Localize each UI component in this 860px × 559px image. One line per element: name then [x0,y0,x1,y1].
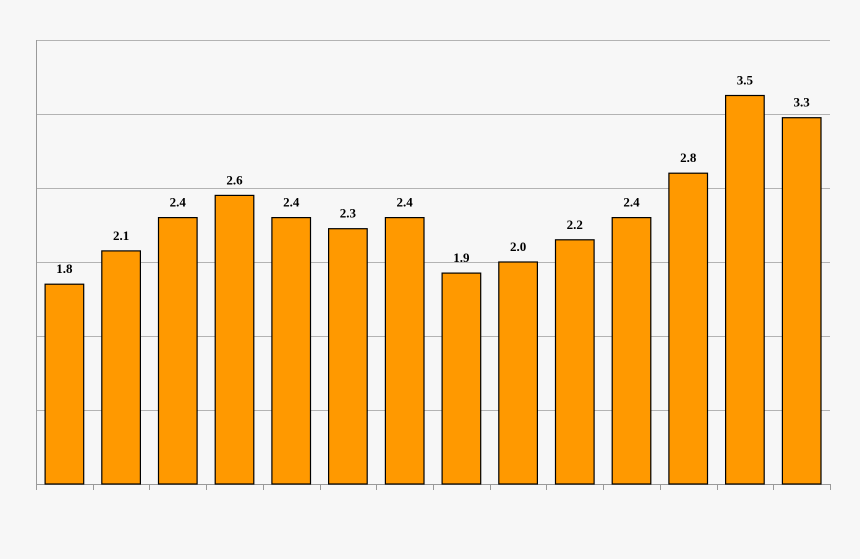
data-label: 2.3 [340,206,357,221]
data-label: 2.4 [170,195,187,210]
data-label: 2.6 [226,172,243,187]
bar [724,94,765,485]
bar [781,117,822,485]
data-label: 2.4 [283,195,300,210]
bar [157,217,198,485]
bar [271,217,312,485]
bar [554,239,595,485]
data-label: 2.0 [510,239,526,254]
bar [611,217,652,485]
bar [441,272,482,485]
data-labels: 1.8 2.1 2.4 2.6 2.4 2.3 2.4 1.9 2.0 2.2 2.4 2.8 3.5 3… [56,73,810,277]
bar [44,283,85,485]
bars [44,94,822,485]
data-label: 1.9 [453,250,470,265]
bar [214,194,255,485]
data-label: 3.5 [737,73,754,88]
bar [668,172,709,485]
data-label: 2.4 [396,195,413,210]
data-label: 2.2 [567,217,583,232]
data-label: 2.8 [680,150,697,165]
data-label: 2.4 [623,195,640,210]
gridlines [36,40,830,411]
bar [328,228,368,485]
data-label: 3.3 [793,95,810,110]
axes [36,40,831,490]
bar [101,250,142,485]
data-label: 2.1 [113,228,129,243]
bar [498,261,538,485]
data-label: 1.8 [56,261,73,276]
bar [384,217,425,485]
